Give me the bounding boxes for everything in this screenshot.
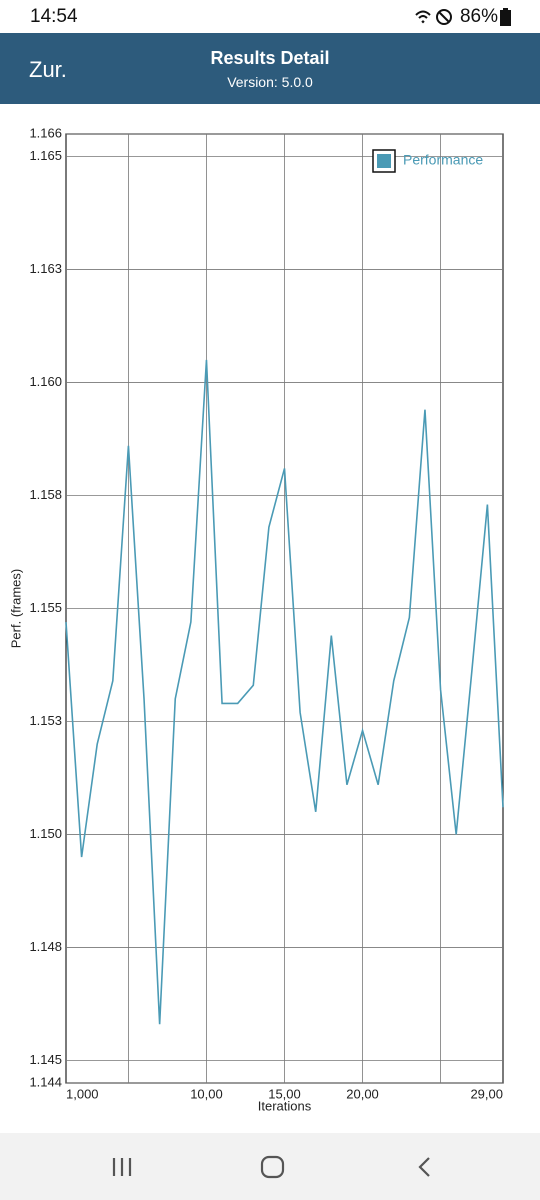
recent-apps-button[interactable] bbox=[112, 1158, 132, 1176]
nav-icons bbox=[112, 1155, 430, 1179]
status-bar: 14:54 86% bbox=[0, 0, 540, 33]
data-line bbox=[65, 359, 504, 1025]
y-tick-label: 1.148 bbox=[29, 939, 62, 954]
app-header: Zur. Results Detail Version: 5.0.0 bbox=[0, 33, 540, 104]
clock: 14:54 bbox=[30, 6, 78, 27]
status-icons bbox=[415, 9, 452, 25]
y-tick-label: 1.144 bbox=[29, 1074, 62, 1089]
header-title: Results Detail bbox=[210, 48, 330, 68]
x-tick-label: 29,00 bbox=[470, 1086, 503, 1101]
chart: 1.166 1.165 1.163 1.160 1.158 1.155 1.153 1.150… bbox=[8, 125, 504, 1113]
y-tick-label: 1.158 bbox=[29, 487, 62, 502]
x-tick-label: 1,000 bbox=[66, 1086, 99, 1101]
y-tick-label: 1.160 bbox=[29, 374, 62, 389]
navigation-bar bbox=[0, 1133, 540, 1200]
battery-level: 86% bbox=[459, 6, 498, 27]
legend-label: Performance bbox=[403, 152, 483, 168]
y-tick-label: 1.155 bbox=[29, 600, 62, 615]
x-tick-label: 20,00 bbox=[346, 1086, 379, 1101]
x-axis-label: Iterations bbox=[258, 1098, 312, 1113]
y-tick-label: 1.150 bbox=[29, 826, 62, 841]
header-subtitle: Version: 5.0.0 bbox=[227, 74, 313, 90]
legend-swatch-fill bbox=[377, 154, 391, 168]
y-tick-label: 1.166 bbox=[29, 125, 62, 140]
x-tick-label: 15,00 bbox=[268, 1086, 301, 1101]
y-tick-label: 1.163 bbox=[29, 261, 62, 276]
battery-icon bbox=[500, 8, 511, 26]
back-button[interactable]: Zur. bbox=[29, 57, 67, 82]
y-tick-label: 1.145 bbox=[29, 1052, 62, 1067]
back-nav-button[interactable] bbox=[418, 1157, 430, 1177]
x-tick-label: 10,00 bbox=[190, 1086, 223, 1101]
y-tick-label: 1.165 bbox=[29, 148, 62, 163]
home-button[interactable] bbox=[260, 1155, 285, 1179]
y-axis-label: Perf. (frames) bbox=[8, 569, 23, 648]
y-tick-label: 1.153 bbox=[29, 713, 62, 728]
